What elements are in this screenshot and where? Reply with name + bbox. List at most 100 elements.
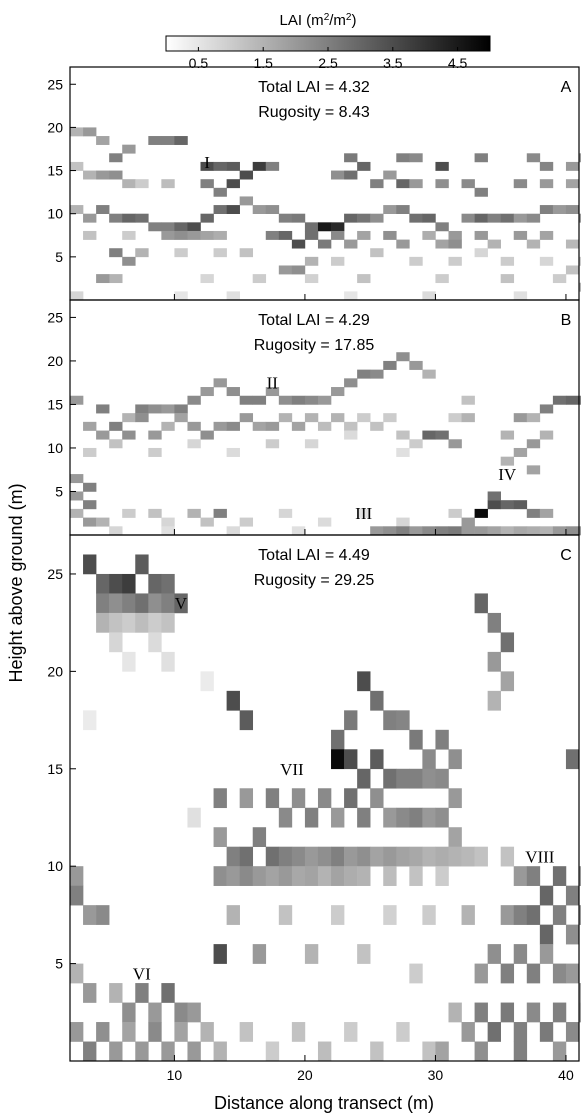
heatmap-cell xyxy=(513,230,528,240)
heatmap-cell xyxy=(357,671,371,692)
heatmap-cell xyxy=(83,447,97,457)
heatmap-cell xyxy=(552,274,567,284)
heatmap-cell xyxy=(317,846,332,867)
heatmap-cell xyxy=(435,729,449,750)
heatmap-cell xyxy=(474,846,488,867)
heatmap-cell xyxy=(539,508,554,518)
heatmap-cell xyxy=(422,369,436,379)
heatmap-cell xyxy=(539,404,554,414)
colorbar-tick-label: 3.5 xyxy=(383,55,403,71)
heatmap-cell xyxy=(213,378,227,388)
heatmap-cell xyxy=(252,274,267,284)
heatmap-cell xyxy=(174,413,188,423)
heatmap-cell xyxy=(213,508,227,518)
heatmap-cell xyxy=(122,430,136,440)
heatmap-cell xyxy=(304,230,319,240)
heatmap-cell xyxy=(579,905,581,925)
heatmap-cell xyxy=(304,256,319,266)
heatmap-cell xyxy=(474,508,488,518)
heatmap-cell xyxy=(304,274,319,284)
heatmap-cell xyxy=(409,153,423,163)
rugosity-label: Rugosity = 8.43 xyxy=(258,104,370,121)
heatmap-cell xyxy=(226,205,240,214)
heatmap-cell xyxy=(278,807,293,828)
heatmap-cell xyxy=(148,508,162,518)
heatmap-cell xyxy=(526,1002,541,1023)
heatmap-cell xyxy=(122,651,136,672)
heatmap-cell xyxy=(513,866,528,886)
heatmap-cell xyxy=(226,690,240,711)
y-tick-label: 10 xyxy=(47,206,63,222)
heatmap-cell xyxy=(461,395,475,405)
heatmap-cell xyxy=(539,230,554,240)
region-annotation: V xyxy=(175,594,188,613)
heatmap-cell xyxy=(500,846,515,867)
heatmap-cell xyxy=(70,963,84,984)
heatmap-cell xyxy=(148,404,162,414)
heatmap-cell xyxy=(239,248,254,258)
heatmap-cell xyxy=(370,1041,384,1062)
heatmap-cell xyxy=(396,846,410,867)
heatmap-cell xyxy=(109,439,123,449)
panel-a: 5 10 15 20 25 Total LAI = 4.32 Rugosity = 8.43… xyxy=(47,66,581,301)
heatmap-cell xyxy=(226,526,240,536)
heatmap-cell xyxy=(291,213,306,223)
heatmap-cell xyxy=(83,1041,97,1062)
heatmap-cell xyxy=(422,291,436,301)
heatmap-cell xyxy=(565,161,580,171)
heatmap-cell xyxy=(109,632,123,653)
heatmap-cell xyxy=(265,439,280,449)
panel-letter: B xyxy=(561,312,572,329)
heatmap-cell xyxy=(552,866,567,886)
heatmap-cell xyxy=(122,179,136,189)
heatmap-cell xyxy=(539,526,554,536)
heatmap-cell xyxy=(500,274,515,284)
heatmap-cell xyxy=(565,924,580,945)
heatmap-cell xyxy=(291,788,306,809)
heatmap-cell xyxy=(304,222,319,232)
heatmap-cell xyxy=(239,413,254,423)
heatmap-cell xyxy=(396,517,410,527)
heatmap-cell xyxy=(96,612,110,633)
heatmap-cell xyxy=(83,554,97,575)
y-tick-label: 15 xyxy=(47,396,63,412)
heatmap-cell xyxy=(96,205,110,214)
heatmap-cell xyxy=(448,508,462,518)
y-tick-label: 5 xyxy=(55,956,63,972)
heatmap-cell xyxy=(396,239,410,249)
heatmap-cell xyxy=(448,846,462,867)
heatmap-cell xyxy=(396,526,410,536)
heatmap-cell xyxy=(487,526,501,536)
heatmap-cell xyxy=(344,749,358,770)
panel-b: 5 10 15 20 25 Total LAI = 4.29 Rugosity = 17.8… xyxy=(47,299,581,536)
heatmap-cell xyxy=(344,788,358,809)
heatmap-cell xyxy=(539,205,554,214)
heatmap-cell xyxy=(265,421,280,431)
heatmap-cell xyxy=(239,196,254,206)
heatmap-cell xyxy=(135,554,149,575)
heatmap-cell xyxy=(513,526,528,536)
heatmap-cell xyxy=(409,179,423,189)
y-tick-label: 10 xyxy=(47,858,63,874)
heatmap-cell xyxy=(226,846,240,867)
heatmap-cell xyxy=(435,430,449,440)
heatmap-cell xyxy=(252,944,267,964)
heatmap-cell xyxy=(435,526,449,536)
heatmap-cell xyxy=(409,256,423,266)
heatmap-cell xyxy=(252,395,267,405)
heatmap-cell xyxy=(552,905,567,925)
heatmap-cell xyxy=(161,517,175,527)
heatmap-cell xyxy=(226,421,240,431)
y-tick-label: 25 xyxy=(47,76,63,92)
heatmap-cell xyxy=(291,866,306,886)
heatmap-cell xyxy=(474,230,488,240)
rugosity-label: Rugosity = 17.85 xyxy=(254,337,375,354)
heatmap-cell xyxy=(317,866,332,886)
heatmap-cell xyxy=(109,612,123,633)
heatmap-cell xyxy=(304,395,319,405)
heatmap-cell xyxy=(226,291,240,301)
heatmap-cell xyxy=(552,526,567,536)
heatmap-cell xyxy=(331,387,345,397)
heatmap-cell xyxy=(474,1041,488,1062)
heatmap-cell xyxy=(539,161,554,171)
